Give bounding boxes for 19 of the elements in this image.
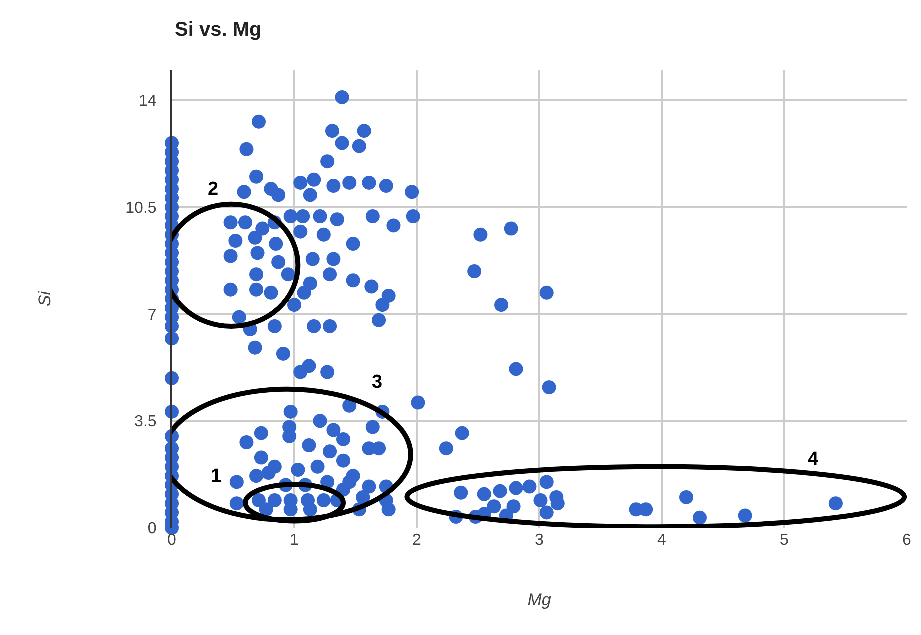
chart-title: Si vs. Mg xyxy=(175,19,262,42)
y-axis-title: Si xyxy=(36,290,55,307)
x-tick-label: 2 xyxy=(412,532,422,549)
x-axis-title: Mg xyxy=(528,590,552,610)
x-tick-label: 4 xyxy=(658,532,667,549)
x-tick-label: 6 xyxy=(902,532,912,549)
y-tick-label: 10.5 xyxy=(126,200,157,217)
x-tick-label: 3 xyxy=(535,532,544,549)
y-tick-label: 0 xyxy=(148,520,157,538)
annotation: 3 xyxy=(372,372,383,393)
y-tick-label: 14 xyxy=(139,93,157,110)
y-tick-label: 3.5 xyxy=(134,414,157,431)
annotation: 2 xyxy=(208,179,219,200)
y-tick-label: 7 xyxy=(148,306,157,324)
x-tick-label: 5 xyxy=(780,532,790,549)
x-tick-label: 1 xyxy=(290,532,300,549)
x-tick-label: 0 xyxy=(168,532,177,549)
annotation: 1 xyxy=(211,466,222,487)
annotation: 4 xyxy=(808,449,819,470)
